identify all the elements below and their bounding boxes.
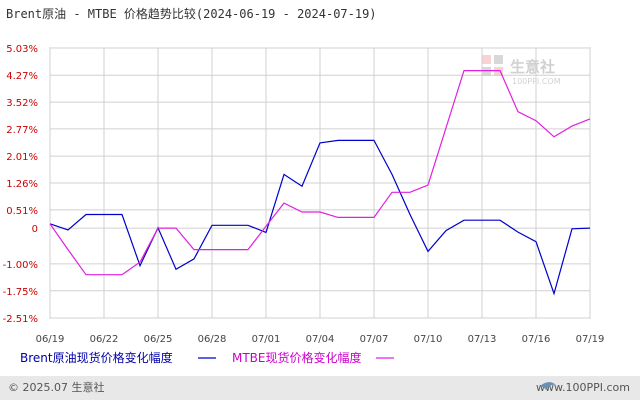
logo-icon bbox=[482, 55, 503, 76]
y-axis-labels: 5.03% 4.27% 3.52% 2.77% 2.01% 1.26% 0.51% 0 -1.0… bbox=[3, 44, 38, 325]
y-tick-label: 1.26% bbox=[6, 179, 38, 190]
series-lines bbox=[49, 69, 591, 296]
footer-bar bbox=[0, 376, 640, 400]
x-tick-label: 06/28 bbox=[198, 334, 227, 345]
legend: Brent原油现货价格变化幅度 MTBE现货价格变化幅度 bbox=[20, 350, 394, 365]
bird-icon bbox=[540, 382, 556, 390]
y-tick-label: 4.27% bbox=[6, 71, 38, 82]
y-tick-label: -1.75% bbox=[3, 287, 38, 298]
y-tick-label: 2.01% bbox=[6, 152, 38, 163]
grid-lines bbox=[49, 47, 591, 319]
legend-label-mtbe: MTBE现货价格变化幅度 bbox=[232, 350, 362, 365]
chart-title: Brent原油 - MTBE 价格趋势比较(2024-06-19 - 2024-… bbox=[6, 6, 377, 21]
watermark-text: 生意社 bbox=[510, 58, 555, 76]
x-tick-label: 06/22 bbox=[90, 334, 119, 345]
x-tick-label: 06/25 bbox=[144, 334, 173, 345]
y-tick-label: 0.51% bbox=[6, 206, 38, 217]
series-line-mtbe bbox=[49, 69, 591, 276]
x-tick-label: 07/19 bbox=[576, 334, 605, 345]
y-tick-label: -1.00% bbox=[3, 260, 38, 271]
x-tick-label: 06/19 bbox=[36, 334, 65, 345]
x-tick-label: 07/01 bbox=[252, 334, 281, 345]
y-tick-label: -2.51% bbox=[3, 314, 38, 325]
x-axis-labels: 06/19 06/22 06/25 06/28 07/01 07/04 07/07 07/10… bbox=[36, 334, 605, 345]
series-line-brent bbox=[49, 139, 591, 296]
y-tick-label: 2.77% bbox=[6, 125, 38, 136]
x-tick-label: 07/04 bbox=[306, 334, 335, 345]
x-tick-label: 07/07 bbox=[360, 334, 389, 345]
x-tick-label: 07/10 bbox=[414, 334, 443, 345]
footer-url[interactable]: www.100PPI.com bbox=[536, 381, 630, 394]
y-tick-label: 0 bbox=[32, 224, 38, 235]
legend-label-brent: Brent原油现货价格变化幅度 bbox=[20, 350, 173, 365]
y-tick-label: 5.03% bbox=[6, 44, 38, 55]
y-tick-label: 3.52% bbox=[6, 98, 38, 109]
footer-copyright: © 2025.07 生意社 bbox=[8, 380, 104, 394]
x-tick-label: 07/13 bbox=[468, 334, 497, 345]
x-tick-label: 07/16 bbox=[522, 334, 551, 345]
